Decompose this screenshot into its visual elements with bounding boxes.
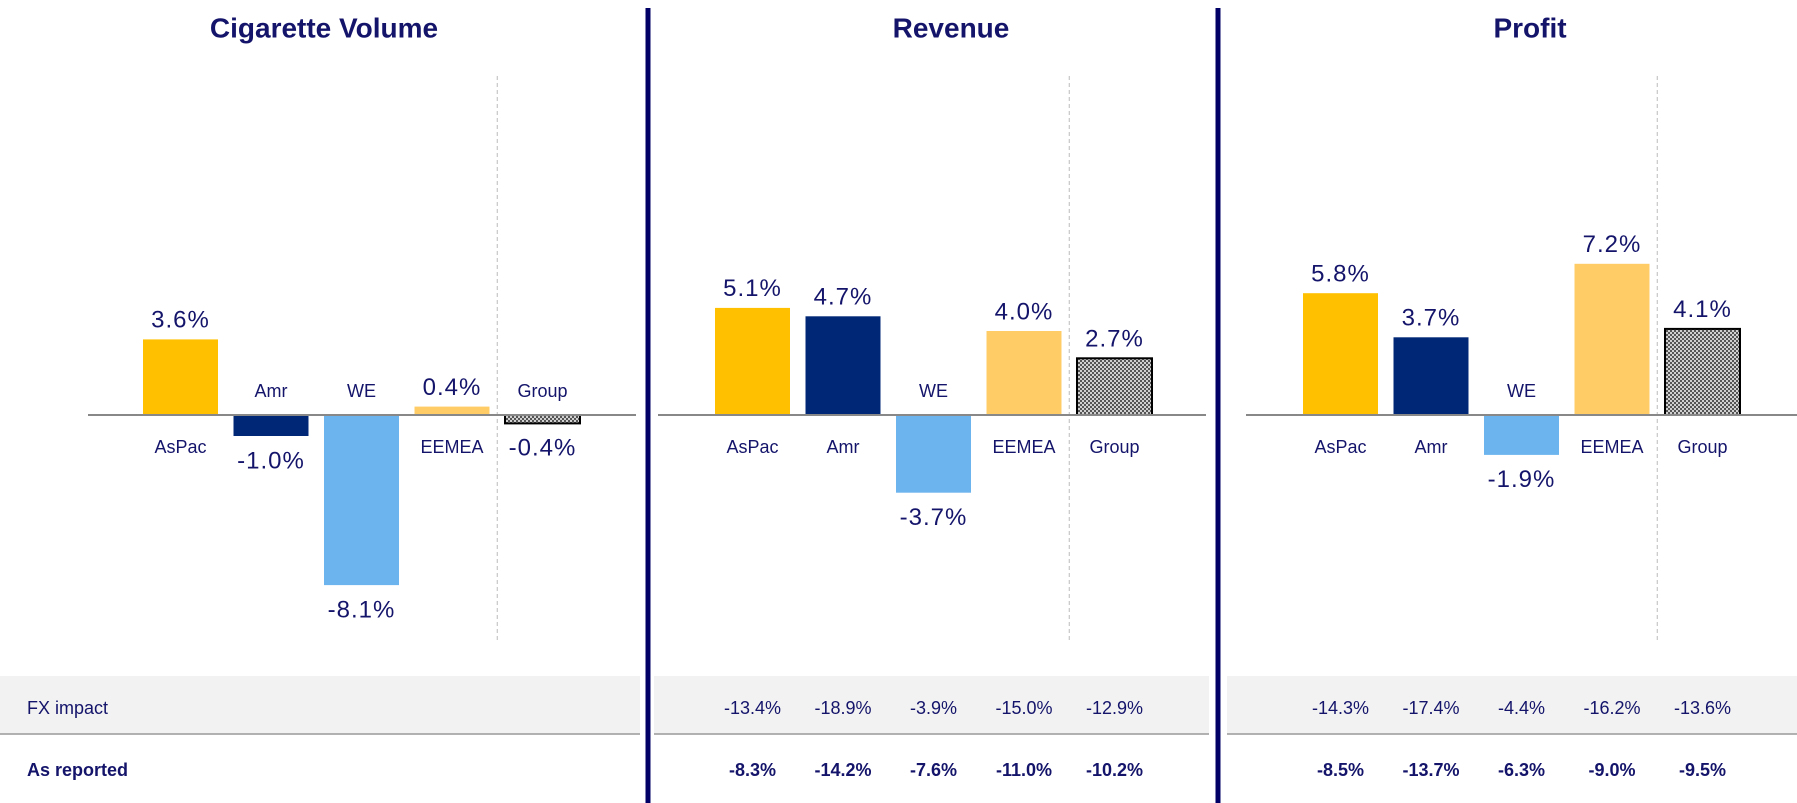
data-label: -1.0% (237, 447, 305, 474)
data-label: 5.1% (723, 275, 782, 302)
category-label: Group (517, 381, 567, 401)
reported-cell: -8.5% (1317, 760, 1364, 780)
category-label: WE (347, 381, 376, 401)
category-label: Amr (1415, 437, 1448, 457)
bar (715, 307, 790, 415)
reported-cell: -7.6% (910, 760, 957, 780)
fx-cell: -12.9% (1086, 698, 1143, 718)
reported-cell: -13.7% (1402, 760, 1459, 780)
data-label: 4.7% (814, 284, 873, 311)
fx-cell: -18.9% (814, 698, 871, 718)
reported-cell: -8.3% (729, 760, 776, 780)
data-label: -1.9% (1488, 466, 1556, 493)
bar (143, 339, 218, 415)
category-label: AsPac (154, 437, 206, 457)
category-label: AsPac (726, 437, 778, 457)
data-label: 3.6% (151, 307, 210, 334)
data-label: 3.7% (1402, 305, 1461, 332)
bar (1076, 357, 1153, 416)
reported-cell: -9.0% (1588, 760, 1635, 780)
category-label: WE (919, 381, 948, 401)
chart-title: Revenue (893, 12, 1010, 43)
category-label: EEMEA (420, 437, 483, 457)
data-label: 4.1% (1673, 296, 1732, 323)
bar (1484, 415, 1559, 455)
row-label: FX impact (27, 698, 108, 718)
fx-cell: -4.4% (1498, 698, 1545, 718)
bar (1393, 337, 1469, 415)
bar (1574, 263, 1650, 415)
data-label: 0.4% (423, 374, 482, 401)
chart-title: Cigarette Volume (210, 12, 438, 43)
data-label: -0.4% (509, 435, 577, 462)
fx-cell: -3.9% (910, 698, 957, 718)
row-label: As reported (27, 760, 128, 780)
fx-cell: -15.0% (995, 698, 1052, 718)
data-label: -8.1% (328, 596, 396, 623)
category-label: Amr (827, 437, 860, 457)
fx-cell: -13.6% (1674, 698, 1731, 718)
data-label: -3.7% (900, 504, 968, 531)
bar (805, 316, 881, 415)
data-label: 4.0% (995, 298, 1054, 325)
table-band (0, 676, 640, 734)
fx-cell: -16.2% (1583, 698, 1640, 718)
category-label: Group (1677, 437, 1727, 457)
bar (1664, 327, 1741, 416)
bar (233, 415, 309, 436)
fx-cell: -13.4% (724, 698, 781, 718)
reported-cell: -10.2% (1086, 760, 1143, 780)
bar (504, 414, 581, 425)
table-band (654, 676, 1209, 734)
table-band (1227, 676, 1797, 734)
bar (1303, 293, 1378, 415)
data-label: 2.7% (1085, 326, 1144, 353)
category-label: EEMEA (1580, 437, 1643, 457)
reported-cell: -11.0% (996, 760, 1052, 780)
fx-cell: -17.4% (1402, 698, 1459, 718)
data-label: 7.2% (1583, 231, 1642, 258)
data-label: 5.8% (1311, 261, 1370, 288)
chart-title: Profit (1493, 12, 1566, 43)
fx-cell: -14.3% (1312, 698, 1369, 718)
category-label: Amr (255, 381, 288, 401)
bar (896, 415, 971, 493)
bar (986, 331, 1062, 415)
reported-cell: -6.3% (1498, 760, 1545, 780)
category-label: Group (1089, 437, 1139, 457)
bar (414, 406, 490, 415)
category-label: EEMEA (992, 437, 1055, 457)
reported-cell: -9.5% (1679, 760, 1726, 780)
category-label: AsPac (1314, 437, 1366, 457)
category-label: WE (1507, 381, 1536, 401)
reported-cell: -14.2% (814, 760, 871, 780)
bar (324, 415, 399, 586)
